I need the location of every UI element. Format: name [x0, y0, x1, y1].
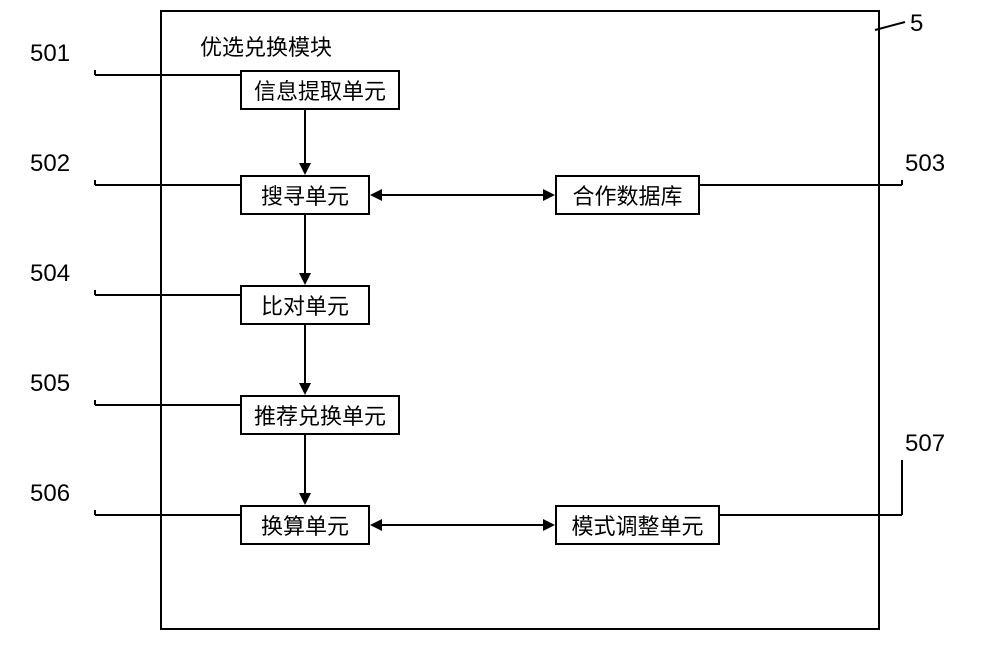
- callout-5: 5: [910, 10, 923, 38]
- node-recommend: 推荐兑换单元: [240, 395, 400, 435]
- node-mode-adjust: 模式调整单元: [555, 505, 720, 545]
- module-title: 优选兑换模块: [200, 30, 332, 62]
- node-coop-db: 合作数据库: [555, 175, 700, 215]
- callout-507: 507: [905, 430, 945, 458]
- callout-501: 501: [30, 40, 70, 68]
- callout-506: 506: [30, 480, 70, 508]
- node-convert: 换算单元: [240, 505, 370, 545]
- node-info-extract: 信息提取单元: [240, 70, 400, 110]
- callout-502: 502: [30, 150, 70, 178]
- node-search: 搜寻单元: [240, 175, 370, 215]
- callout-504: 504: [30, 260, 70, 288]
- callout-505: 505: [30, 370, 70, 398]
- callout-503: 503: [905, 150, 945, 178]
- node-compare: 比对单元: [240, 285, 370, 325]
